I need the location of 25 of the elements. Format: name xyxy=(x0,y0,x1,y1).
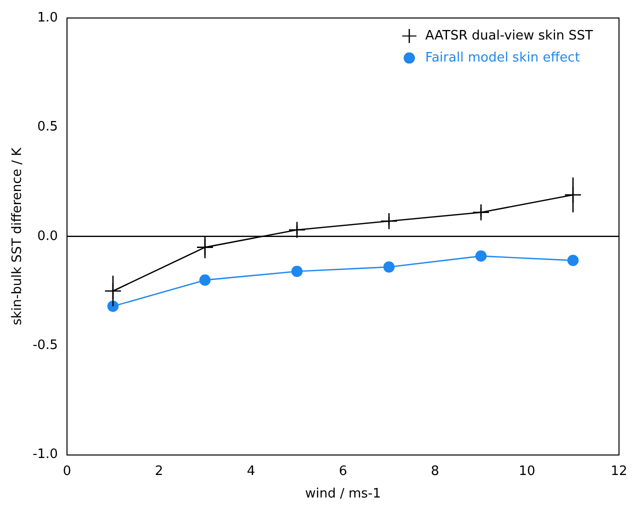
point xyxy=(472,204,490,222)
x-tick-label: 8 xyxy=(430,464,440,479)
x-tick-label: 12 xyxy=(610,464,628,479)
x-tick-label: 4 xyxy=(246,464,256,479)
x-tick-label: 10 xyxy=(518,464,536,479)
point xyxy=(380,212,398,230)
x-tick-label: 0 xyxy=(62,464,72,479)
y-axis-title: skin-bulk SST difference / K xyxy=(10,147,26,326)
point xyxy=(291,266,303,277)
y-tick-label: -0.5 xyxy=(32,338,58,353)
point xyxy=(199,274,211,286)
point xyxy=(288,221,306,238)
point xyxy=(475,250,487,262)
y-tick-label: 0.0 xyxy=(37,228,58,244)
point xyxy=(383,261,395,273)
point xyxy=(567,254,579,266)
legend-label: AATSR dual-view skin SST xyxy=(425,28,594,44)
y-tick-label: 1.0 xyxy=(37,10,58,26)
y-tick-label: -1.0 xyxy=(32,447,58,462)
y-tick-label: 0.5 xyxy=(37,120,58,135)
legend-label: Fairall model skin effect xyxy=(425,50,580,66)
x-tick-label: 6 xyxy=(338,464,348,479)
x-tick-label: 2 xyxy=(154,464,164,479)
x-axis-title: wind / ms-1 xyxy=(305,486,381,502)
point xyxy=(107,300,119,312)
